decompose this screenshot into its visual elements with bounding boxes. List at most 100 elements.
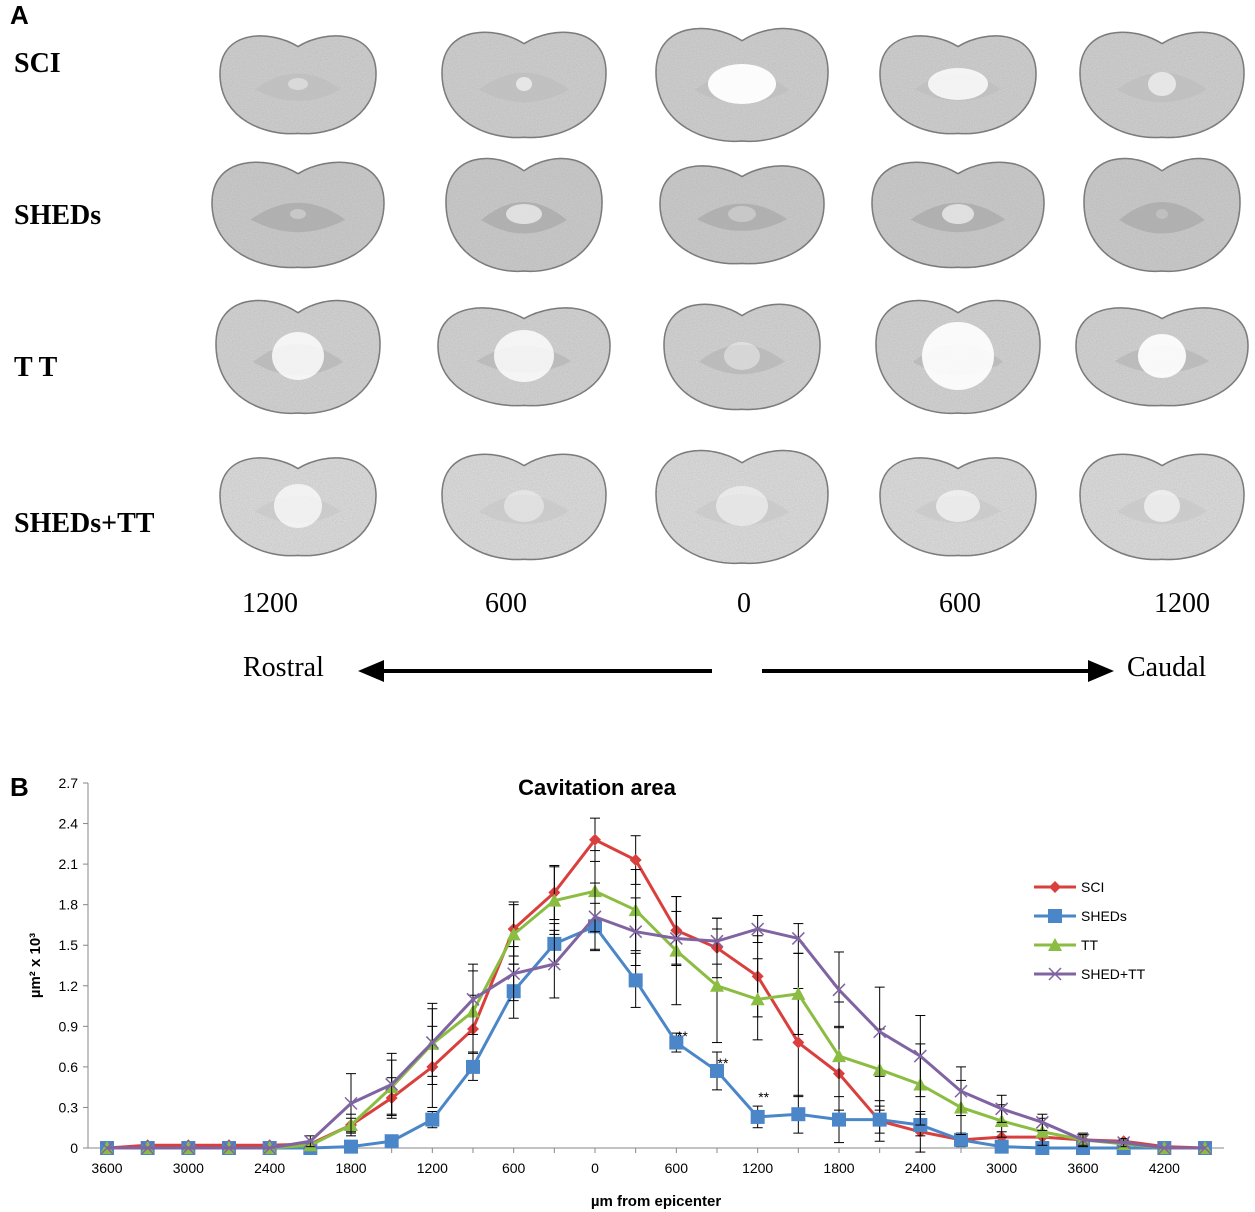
row-label-sheds: SHEDs xyxy=(14,200,102,231)
section-tt-4 xyxy=(875,299,1041,415)
y-tick-label: 0.3 xyxy=(59,1099,79,1115)
cavitation-region xyxy=(1144,490,1180,522)
cavitation-region xyxy=(516,77,532,91)
row-label-tt: T T xyxy=(14,352,58,383)
data-point-sheds xyxy=(832,1112,846,1127)
data-point-shed-tt xyxy=(181,1141,195,1155)
legend-marker xyxy=(1049,881,1061,893)
cavitation-region xyxy=(274,484,322,528)
data-point-tt xyxy=(506,927,521,941)
x-tick-label: 4200 xyxy=(1149,1160,1180,1176)
section-sci-4 xyxy=(879,35,1037,135)
section-sci-2 xyxy=(441,31,607,139)
data-point-sci xyxy=(589,833,601,846)
section-tt-2 xyxy=(437,307,611,407)
data-point-shed-tt xyxy=(913,1049,927,1063)
data-point-shed-tt xyxy=(954,1084,968,1098)
data-point-shed-tt xyxy=(303,1134,317,1148)
data-point-shed-tt xyxy=(141,1141,155,1155)
y-tick-label: 1.5 xyxy=(59,937,79,953)
cavitation-region xyxy=(928,68,988,100)
legend-label: TT xyxy=(1081,937,1099,953)
section-sheds-tt-5 xyxy=(1079,453,1245,561)
cavitation-region xyxy=(290,209,306,219)
section-sheds-4 xyxy=(871,161,1045,269)
cavitation-region xyxy=(708,64,776,104)
y-tick-label: 0.6 xyxy=(59,1059,79,1075)
data-point-sheds xyxy=(384,1134,399,1149)
data-point-shed-tt xyxy=(222,1141,236,1155)
data-point-shed-tt xyxy=(710,934,724,948)
series-line-tt xyxy=(107,889,1205,1150)
data-point-shed-tt xyxy=(995,1102,1009,1116)
legend-marker xyxy=(1048,938,1062,951)
data-point-sheds xyxy=(872,1112,887,1127)
row-label-sci: SCI xyxy=(14,48,61,79)
significance-stars: ** xyxy=(758,1089,769,1105)
position-label-epicenter: 0 xyxy=(737,588,751,619)
caudal-arrow-head xyxy=(1088,660,1114,682)
data-point-shed-tt xyxy=(669,931,683,945)
series-line-shed-tt xyxy=(107,915,1205,1150)
legend-label: SCI xyxy=(1081,879,1104,895)
data-point-shed-tt xyxy=(547,957,561,971)
data-point-shed-tt xyxy=(791,931,805,945)
legend-item-sci: SCI xyxy=(1034,879,1104,895)
series-sheds xyxy=(100,902,1212,1155)
data-point-shed-tt xyxy=(507,967,521,981)
section-sci-3 xyxy=(655,27,829,143)
section-sheds-3 xyxy=(659,165,825,265)
legend-label: SHED+TT xyxy=(1081,966,1146,982)
section-tt-1 xyxy=(215,299,381,415)
legend-item-sheds: SHEDs xyxy=(1034,908,1127,924)
series-shed-tt xyxy=(100,882,1212,1155)
x-tick-label: 1200 xyxy=(417,1160,448,1176)
position-label-caudal-1200: 1200 xyxy=(1154,588,1210,619)
position-label-rostral-600: 600 xyxy=(485,588,527,619)
section-sheds-tt-1 xyxy=(219,457,377,557)
data-point-sci xyxy=(629,854,642,867)
x-tick-label: 1800 xyxy=(823,1160,854,1176)
direction-label-rostral: Rostral xyxy=(243,652,324,683)
section-sheds-2 xyxy=(445,157,603,273)
data-point-shed-tt xyxy=(1198,1141,1212,1155)
section-tt-3 xyxy=(663,303,821,411)
data-point-sheds xyxy=(1035,1141,1050,1155)
series-line-sheds xyxy=(107,924,1205,1150)
data-point-shed-tt xyxy=(344,1096,358,1110)
grey-matter xyxy=(1119,202,1205,234)
data-point-shed-tt xyxy=(100,1141,114,1155)
legend-marker xyxy=(1048,909,1062,923)
panel-a-letter: A xyxy=(10,0,29,30)
data-point-shed-tt xyxy=(263,1141,277,1155)
x-tick-label: 3000 xyxy=(173,1160,204,1176)
section-sci-5 xyxy=(1079,31,1245,139)
x-tick-label: 3600 xyxy=(91,1160,122,1176)
data-point-sheds xyxy=(628,973,643,988)
cavitation-region xyxy=(504,490,544,522)
section-sheds-tt-3 xyxy=(655,449,829,565)
y-tick-label: 2.1 xyxy=(59,856,79,872)
section-sci-1 xyxy=(219,35,377,135)
data-point-sheds xyxy=(344,1139,358,1154)
section-sheds-1 xyxy=(211,161,385,269)
legend-item-shed-tt: SHED+TT xyxy=(1034,966,1146,982)
cavitation-region xyxy=(724,342,760,370)
data-point-shed-tt xyxy=(629,925,643,939)
data-point-tt xyxy=(832,1049,846,1063)
y-tick-label: 0.9 xyxy=(59,1018,79,1034)
legend-marker xyxy=(1048,967,1062,981)
grey-matter xyxy=(250,202,346,233)
data-point-shed-tt xyxy=(751,922,765,936)
data-point-shed-tt xyxy=(1117,1136,1131,1150)
cavitation-region xyxy=(936,490,980,522)
data-point-shed-tt xyxy=(1157,1141,1171,1155)
section-sheds-5 xyxy=(1083,157,1241,273)
data-point-sci xyxy=(792,1036,805,1049)
cavitation-region xyxy=(494,330,554,382)
cavitation-region xyxy=(506,204,542,224)
y-tick-label: 1.8 xyxy=(59,897,79,913)
x-tick-label: 3600 xyxy=(1067,1160,1098,1176)
section-sheds-tt-4 xyxy=(879,457,1037,557)
position-label-caudal-600: 600 xyxy=(939,588,981,619)
